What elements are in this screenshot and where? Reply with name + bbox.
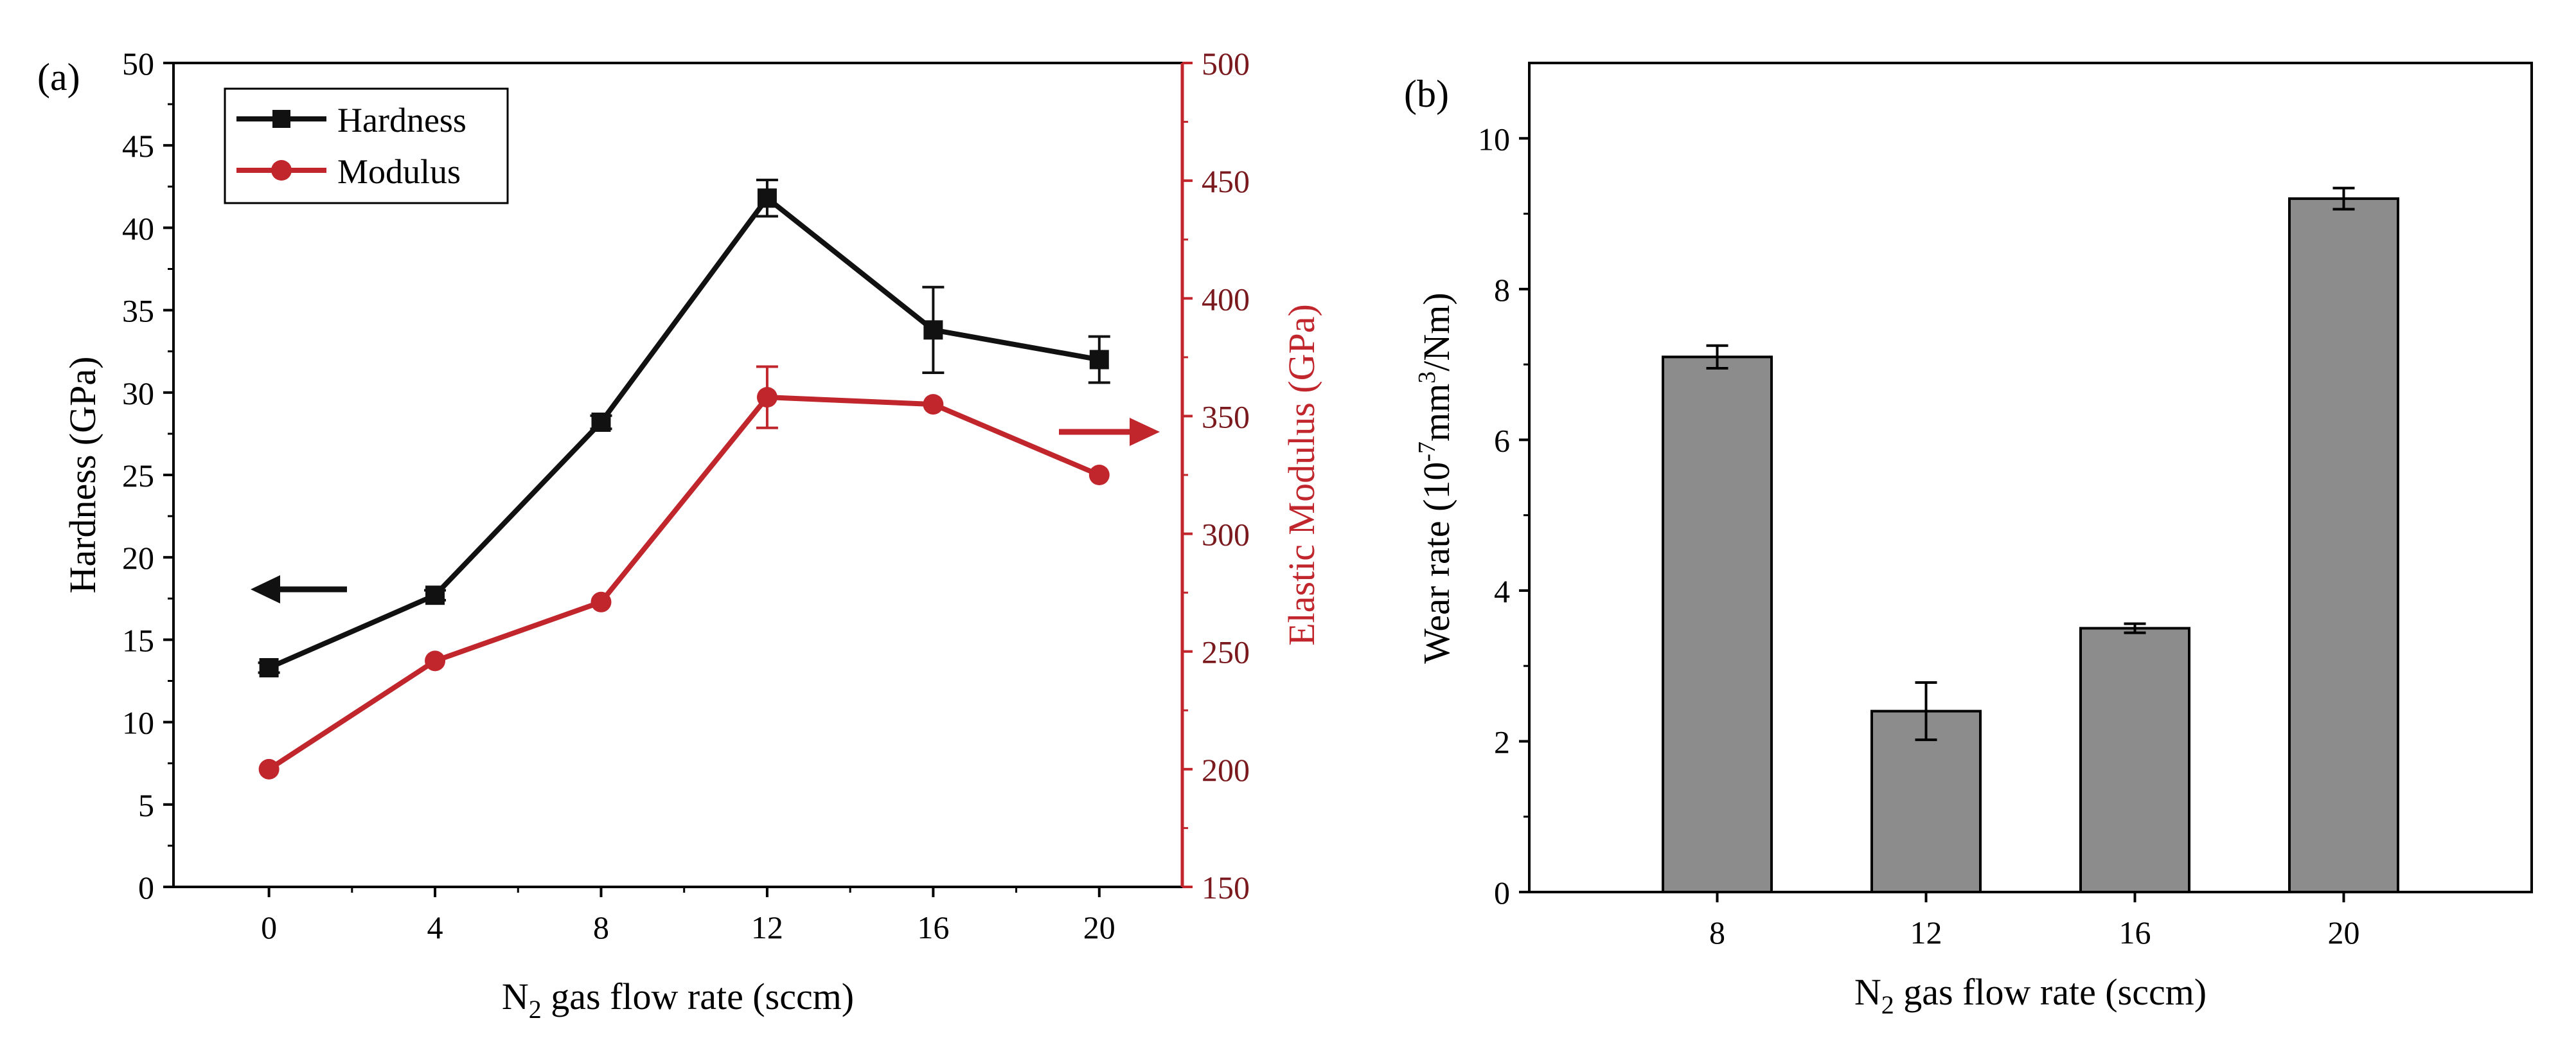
right-y-tick-label: 450: [1202, 163, 1250, 199]
x-tick-label: 20: [1083, 909, 1115, 945]
left-y-tick-label: 25: [122, 458, 154, 494]
wear-rate-bar: [2288, 197, 2399, 893]
modulus-point: [425, 650, 446, 672]
panel-a-line-chart: (a) 051015202530354045501502002503003504…: [37, 46, 1322, 1024]
x-tick-label: 16: [917, 909, 949, 945]
right-y-tick-label: 300: [1202, 517, 1250, 553]
legend-hardness-label: Hardness: [337, 101, 466, 139]
panel-b-y-axis-title: Wear rate (10-7mm3/Nm): [1414, 292, 1457, 663]
hardness-point: [425, 585, 445, 605]
panel-a-label: (a): [37, 56, 80, 98]
left-y-tick-label: 0: [138, 870, 154, 906]
legend-box: [224, 87, 509, 204]
wear-rate-bar: [1662, 355, 1773, 893]
x-tick-label: 4: [427, 909, 443, 945]
panel-a-legend: Hardness Modulus: [224, 87, 509, 204]
panel-b-plot-frame: [1528, 62, 2533, 893]
panel-a-right-axis-title: Elastic Modulus (GPa): [1281, 304, 1322, 646]
hardness-point: [1089, 350, 1109, 370]
right-y-tick-label: 200: [1202, 752, 1250, 788]
hardness-point: [923, 320, 943, 340]
panel-a-series: [258, 179, 1110, 780]
right-y-tick-label: 150: [1202, 870, 1250, 906]
left-y-tick-label: 30: [122, 375, 154, 411]
b-y-tick-label: 6: [1494, 422, 1510, 458]
left-y-tick-label: 50: [122, 46, 154, 82]
x-tick-label: 12: [751, 909, 783, 945]
left-y-tick-label: 40: [122, 210, 154, 246]
modulus-point: [258, 758, 280, 780]
panel-b-label: (b): [1404, 73, 1449, 115]
left-y-tick-label: 20: [122, 540, 154, 576]
right-y-tick-label: 250: [1202, 634, 1250, 670]
right-arrow-icon: [1130, 418, 1160, 446]
panel-b-x-axis-title: N2 gas flow rate (sccm): [1854, 971, 2207, 1019]
modulus-axis-arrow: [1059, 418, 1160, 446]
b-x-tick-label: 8: [1709, 915, 1725, 951]
b-x-tick-label: 20: [2328, 915, 2360, 951]
b-y-tick-label: 4: [1494, 573, 1510, 609]
b-y-tick-label: 10: [1478, 121, 1510, 157]
panel-a-ticks: 0510152025303540455015020025030035040045…: [122, 46, 1250, 945]
left-y-tick-label: 15: [122, 622, 154, 658]
wear-rate-bar: [1870, 710, 1982, 893]
left-y-tick-label: 35: [122, 293, 154, 329]
b-x-tick-label: 16: [2119, 915, 2151, 951]
right-y-tick-label: 400: [1202, 281, 1250, 317]
b-y-tick-label: 2: [1494, 724, 1510, 760]
hardness-point: [259, 657, 279, 677]
b-x-tick-label: 12: [1910, 915, 1942, 951]
legend-hardness-marker: [272, 110, 290, 128]
left-arrow-icon: [251, 575, 280, 603]
b-y-tick-label: 8: [1494, 272, 1510, 308]
panel-a-x-axis-title: N2 gas flow rate (sccm): [502, 976, 854, 1024]
hardness-point: [591, 412, 611, 432]
left-y-tick-label: 45: [122, 128, 154, 164]
legend-modulus-label: Modulus: [337, 152, 461, 191]
modulus-point: [756, 387, 777, 408]
left-y-tick-label: 5: [138, 787, 154, 823]
hardness-series-line: [268, 195, 1100, 670]
right-y-tick-label: 350: [1202, 398, 1250, 434]
hardness-axis-arrow: [251, 575, 347, 603]
modulus-point: [1088, 465, 1110, 485]
left-y-tick-label: 10: [122, 705, 154, 741]
modulus-series-line: [267, 395, 1101, 772]
panel-a-left-axis-title: Hardness (GPa): [62, 357, 103, 594]
wear-rate-bar: [2079, 627, 2190, 894]
b-y-tick-label: 0: [1494, 875, 1510, 911]
panel-b-bar-chart: (b) 0 2 4 6 8 10 8 12 16 20 N2 gas flow rate (scc…: [1404, 62, 2533, 1019]
modulus-point: [591, 591, 612, 612]
x-tick-label: 0: [261, 909, 277, 945]
modulus-point: [923, 394, 944, 415]
panel-b-ticks: 0 2 4 6 8 10 8 12 16 20: [1478, 121, 2360, 951]
x-tick-label: 8: [593, 909, 609, 945]
right-y-tick-label: 500: [1202, 46, 1250, 82]
legend-modulus-marker: [271, 160, 292, 181]
hardness-point: [757, 188, 777, 208]
panel-b-bars: [1662, 186, 2399, 894]
